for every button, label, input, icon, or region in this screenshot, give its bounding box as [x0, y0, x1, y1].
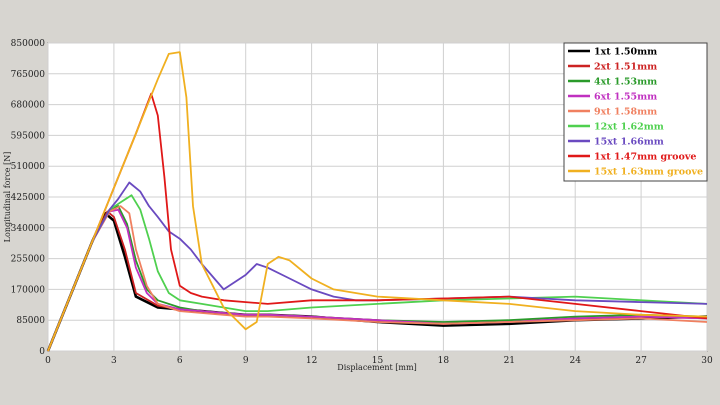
y-axis-title: Longitudinal force [N]	[3, 152, 12, 243]
legend-label-1: 2xt 1.51mm	[594, 62, 657, 73]
x-tick-label: 21	[504, 356, 515, 366]
legend-label-6: 15xt 1.66mm	[594, 137, 664, 148]
y-tick-label: 0	[39, 347, 45, 357]
y-tick-label: 170000	[11, 285, 46, 295]
y-tick-label: 850000	[11, 39, 46, 49]
legend-label-7: 1xt 1.47mm groove	[594, 152, 696, 163]
y-tick-label: 765000	[11, 70, 46, 80]
legend-label-4: 9xt 1.58mm	[594, 107, 657, 118]
x-axis-title: Displacement [mm]	[337, 363, 416, 372]
x-tick-label: 9	[243, 356, 249, 366]
series-line-5	[47, 194, 708, 352]
series-line-8	[47, 51, 708, 352]
x-tick-label: 6	[177, 356, 183, 366]
legend-label-8: 15xt 1.63mm groove	[594, 167, 703, 178]
legend-items: 1xt 1.50mm 2xt 1.51mm 4xt 1.53mm 6xt 1.55mm…	[568, 47, 703, 178]
x-tick-label: 15	[372, 356, 384, 366]
x-tick-label: 27	[635, 356, 647, 366]
legend-label-5: 12xt 1.62mm	[594, 122, 664, 133]
y-tick-label: 85000	[16, 316, 45, 326]
x-tick-label: 18	[438, 356, 450, 366]
y-tick-label: 510000	[11, 162, 46, 172]
y-tick-label: 595000	[11, 131, 46, 141]
x-tick-label: 3	[111, 356, 117, 366]
x-tick-label: 12	[306, 356, 317, 366]
x-tick-label: 30	[701, 356, 713, 366]
legend-label-3: 6xt 1.55mm	[594, 92, 657, 103]
tick-layer: 0 3 6 9 12 15 18 21 24 27 30 0 85000 170000 255000 3400…	[11, 39, 713, 366]
y-tick-label: 425000	[11, 193, 46, 203]
x-tick-label: 24	[569, 356, 581, 366]
y-tick-label: 340000	[11, 224, 46, 234]
series-line-4	[47, 205, 708, 352]
series-layer	[46, 51, 708, 352]
legend-label-2: 4xt 1.53mm	[594, 77, 657, 88]
legend-label-0: 1xt 1.50mm	[594, 47, 657, 58]
x-tick-label: 0	[45, 356, 51, 366]
legend: 1xt 1.50mm 2xt 1.51mm 4xt 1.53mm 6xt 1.55mm…	[563, 42, 708, 182]
y-tick-label: 680000	[11, 101, 46, 111]
y-tick-label: 255000	[11, 255, 46, 265]
